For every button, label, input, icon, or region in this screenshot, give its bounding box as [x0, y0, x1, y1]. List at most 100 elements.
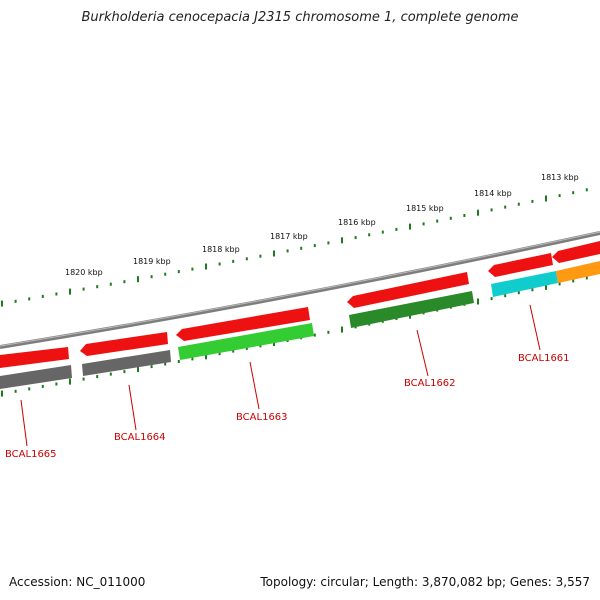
outer-minor-tick [232, 259, 235, 263]
outer-minor-tick [436, 219, 439, 223]
outer-major-tick [205, 263, 207, 270]
outer-minor-tick [109, 282, 112, 286]
outer-major-tick [341, 237, 343, 244]
gene-arrow-forward-4[interactable] [347, 272, 469, 308]
gene-bar-reverse-gray-1[interactable] [0, 365, 72, 389]
inner-minor-tick [259, 344, 262, 348]
outer-minor-tick [395, 227, 398, 231]
tick-label-1817: 1817 kbp [270, 232, 308, 241]
inner-minor-tick [245, 346, 248, 350]
gene-arrow-forward-2[interactable] [80, 332, 168, 356]
gene-bar-reverse-green[interactable] [178, 323, 314, 360]
inner-major-tick [545, 283, 547, 290]
gene-bar-reverse-orange[interactable] [556, 261, 600, 283]
outer-minor-tick [517, 202, 520, 206]
gene-bar-reverse-gray-2[interactable] [82, 350, 171, 376]
inner-major-tick [205, 353, 207, 360]
callout-line-BCAL1661 [529, 304, 541, 351]
outer-minor-tick [14, 299, 17, 303]
outer-minor-tick [164, 272, 167, 276]
inner-major-tick [477, 298, 479, 305]
inner-minor-tick [191, 357, 194, 361]
gene-arrow-forward-6[interactable] [552, 241, 600, 263]
outer-minor-tick [368, 233, 371, 237]
inner-minor-tick [55, 382, 58, 386]
gene-label-BCAL1662: BCAL1662 [404, 378, 456, 389]
outer-minor-tick [55, 292, 58, 296]
gene-label-BCAL1661: BCAL1661 [518, 353, 570, 364]
outer-minor-tick [313, 244, 316, 248]
outer-minor-tick [463, 214, 466, 217]
accession-text: Accession: NC_011000 [9, 575, 146, 589]
outer-major-tick [477, 209, 479, 216]
inner-minor-tick [504, 294, 507, 298]
gene-callout-lines [20, 304, 541, 447]
outer-minor-tick [300, 246, 303, 250]
backbone-arc-highlight [0, 231, 600, 347]
outer-major-tick [1, 300, 3, 307]
inner-minor-tick [517, 291, 520, 295]
inner-minor-tick [232, 349, 235, 353]
inner-minor-tick [327, 330, 330, 334]
outer-minor-tick [218, 262, 221, 266]
outer-minor-tick [123, 280, 126, 284]
outer-minor-tick [327, 241, 330, 245]
gene-label-BCAL1663: BCAL1663 [236, 412, 288, 423]
backbone-arc [0, 231, 600, 349]
tick-label-1816: 1816 kbp [338, 218, 376, 227]
map-title: Burkholderia cenocepacia J2315 chromosom… [81, 10, 519, 25]
inner-minor-tick [28, 387, 31, 391]
outer-minor-tick [245, 257, 248, 261]
inner-minor-tick [96, 375, 99, 379]
gene-arrow-forward-1[interactable] [0, 347, 69, 368]
outer-minor-tick [150, 275, 153, 279]
inner-minor-tick [558, 282, 561, 286]
outer-minor-tick [558, 194, 561, 198]
inner-minor-tick [313, 333, 316, 337]
tick-label-1818: 1818 kbp [202, 245, 240, 254]
gene-bar-reverse-cyan[interactable] [491, 271, 558, 297]
callout-line-BCAL1665 [20, 399, 28, 447]
topology-summary-text: Topology: circular; Length: 3,870,082 bp… [260, 575, 590, 589]
reverse-strand-genes [0, 261, 600, 389]
inner-minor-tick [531, 288, 534, 292]
tick-label-1813: 1813 kbp [541, 173, 579, 182]
outer-major-tick [137, 276, 139, 283]
outer-minor-tick [191, 267, 194, 271]
inner-minor-tick [41, 384, 44, 388]
outer-minor-tick [354, 236, 357, 240]
gene-arrow-forward-3[interactable] [176, 307, 310, 341]
gene-bar-reverse-darkgreen[interactable] [349, 291, 474, 328]
tick-label-1820: 1820 kbp [65, 268, 103, 277]
outer-minor-tick [96, 285, 99, 289]
inner-major-tick [69, 378, 71, 385]
tick-label-1815: 1815 kbp [406, 204, 444, 213]
inner-minor-tick [123, 370, 126, 374]
outer-minor-tick [585, 188, 588, 192]
inner-minor-tick [490, 297, 493, 301]
gene-label-BCAL1664: BCAL1664 [114, 432, 166, 443]
tick-label-1819: 1819 kbp [133, 257, 171, 266]
outer-minor-tick [449, 216, 452, 220]
inner-minor-tick [585, 276, 588, 280]
inner-minor-tick [177, 360, 180, 363]
outer-major-tick [273, 250, 275, 257]
inner-major-tick [341, 326, 343, 333]
inner-minor-tick [164, 362, 167, 366]
inner-minor-tick [218, 352, 221, 356]
outer-minor-tick [28, 297, 31, 301]
outer-minor-tick [177, 270, 180, 274]
outer-minor-tick [41, 294, 44, 298]
callout-line-BCAL1662 [416, 329, 429, 377]
callout-line-BCAL1664 [128, 384, 137, 431]
outer-minor-tick [572, 191, 575, 195]
inner-minor-tick [14, 389, 17, 393]
outer-minor-tick [504, 205, 507, 209]
outer-minor-tick [82, 287, 85, 291]
gene-label-BCAL1665: BCAL1665 [5, 449, 57, 460]
outer-major-tick [69, 288, 71, 295]
gene-arrow-forward-5[interactable] [488, 253, 553, 277]
inner-minor-tick [150, 365, 153, 369]
callout-line-BCAL1663 [249, 361, 260, 410]
tick-label-1814: 1814 kbp [474, 189, 512, 198]
